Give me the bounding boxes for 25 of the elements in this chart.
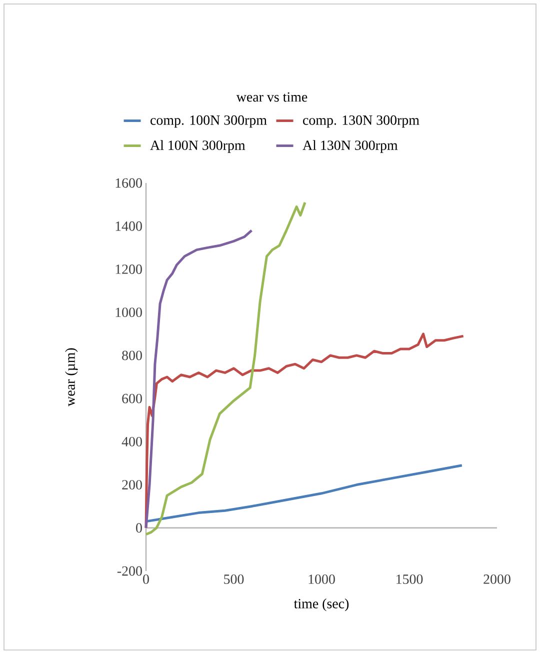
legend-label: Al 100N 300rpm	[150, 140, 246, 153]
chart-title: wear vs time	[236, 92, 308, 102]
legend-label: Al 130N 300rpm	[302, 140, 398, 153]
legend-label: comp. 100N 300rpm	[150, 115, 267, 128]
y-tick-label: 800	[122, 350, 142, 360]
line-series	[144, 332, 465, 530]
line-series	[144, 464, 464, 523]
x-tick-label: 1500	[396, 574, 423, 584]
y-tick-label: -200	[117, 566, 142, 576]
y-axis-title: wear (µm)	[65, 348, 78, 406]
y-tick-label: 400	[122, 436, 142, 446]
y-tick-label: 600	[122, 394, 142, 404]
line-series	[144, 229, 253, 530]
x-tick-label: 2000	[484, 574, 510, 584]
x-tick-label: 500	[224, 574, 244, 584]
y-tick-label: 200	[122, 480, 142, 490]
y-tick-label: 1200	[116, 264, 142, 274]
y-tick-label: 1000	[116, 308, 142, 318]
y-tick-label: 1600	[116, 178, 142, 188]
x-tick-label: 1000	[308, 574, 335, 584]
x-axis-title: time (sec)	[294, 598, 349, 612]
y-tick-label: 0	[136, 523, 142, 533]
legend-label: comp. 130N 300rpm	[303, 115, 420, 128]
x-tick-label: 0	[143, 574, 149, 584]
y-tick-label: 1400	[116, 221, 142, 231]
